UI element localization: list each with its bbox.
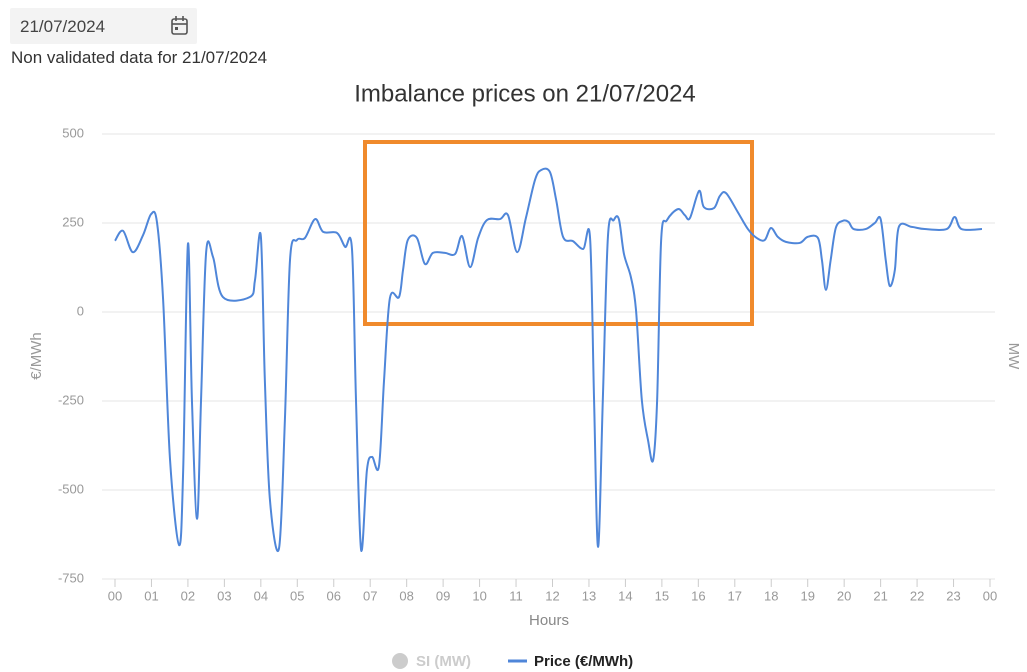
date-input[interactable]: 21/07/2024 xyxy=(10,8,197,44)
y-tick-label: -500 xyxy=(58,481,84,496)
y-tick-label: 500 xyxy=(62,125,84,140)
x-tick-label: 17 xyxy=(728,588,742,603)
x-tick-label: 02 xyxy=(181,588,195,603)
y-tick-label: -750 xyxy=(58,570,84,585)
x-tick-label: 19 xyxy=(800,588,814,603)
legend-label[interactable]: SI (MW) xyxy=(416,653,471,670)
x-tick-label: 21 xyxy=(873,588,887,603)
price-line xyxy=(114,167,983,552)
note: Non validated data for 21/07/2024 xyxy=(11,48,268,67)
y2-axis-label: MW xyxy=(1005,343,1022,370)
x-tick-label: 05 xyxy=(290,588,304,603)
x-tick-label: 10 xyxy=(472,588,486,603)
x-axis-label: Hours xyxy=(529,612,569,629)
x-tick-label: 06 xyxy=(327,588,341,603)
calendar-icon[interactable] xyxy=(170,15,190,37)
x-tick-label: 13 xyxy=(582,588,596,603)
highlight-box xyxy=(363,140,754,326)
x-tick-label: 08 xyxy=(399,588,413,603)
x-tick-label: 15 xyxy=(655,588,669,603)
x-tick-label: 20 xyxy=(837,588,851,603)
legend: SI (MW) Price (€/MWh) xyxy=(392,653,633,670)
y-tick-label: 0 xyxy=(77,303,84,318)
y-axis-label: €/MWh xyxy=(28,332,45,380)
y-tick-label: 250 xyxy=(62,214,84,229)
x-tick-label: 16 xyxy=(691,588,705,603)
x-tick-label: 23 xyxy=(946,588,960,603)
x-tick-label: 09 xyxy=(436,588,450,603)
x-tick-label: 22 xyxy=(910,588,924,603)
x-tick-label: 03 xyxy=(217,588,231,603)
y-tick-label: -250 xyxy=(58,392,84,407)
x-tick-label: 12 xyxy=(545,588,559,603)
date-value: 21/07/2024 xyxy=(20,17,106,36)
x-tick-label: 04 xyxy=(254,588,268,603)
x-tick-label: 14 xyxy=(618,588,632,603)
x-tick-label: 00 xyxy=(983,588,997,603)
x-tick-label: 00 xyxy=(108,588,122,603)
legend-marker[interactable] xyxy=(392,653,408,669)
x-tick-label: 18 xyxy=(764,588,778,603)
chart-title: Imbalance prices on 21/07/2024 xyxy=(354,80,696,107)
x-tick-label: 11 xyxy=(509,588,523,603)
legend-label[interactable]: Price (€/MWh) xyxy=(534,653,633,670)
x-tick-label: 07 xyxy=(363,588,377,603)
x-tick-label: 01 xyxy=(144,588,158,603)
